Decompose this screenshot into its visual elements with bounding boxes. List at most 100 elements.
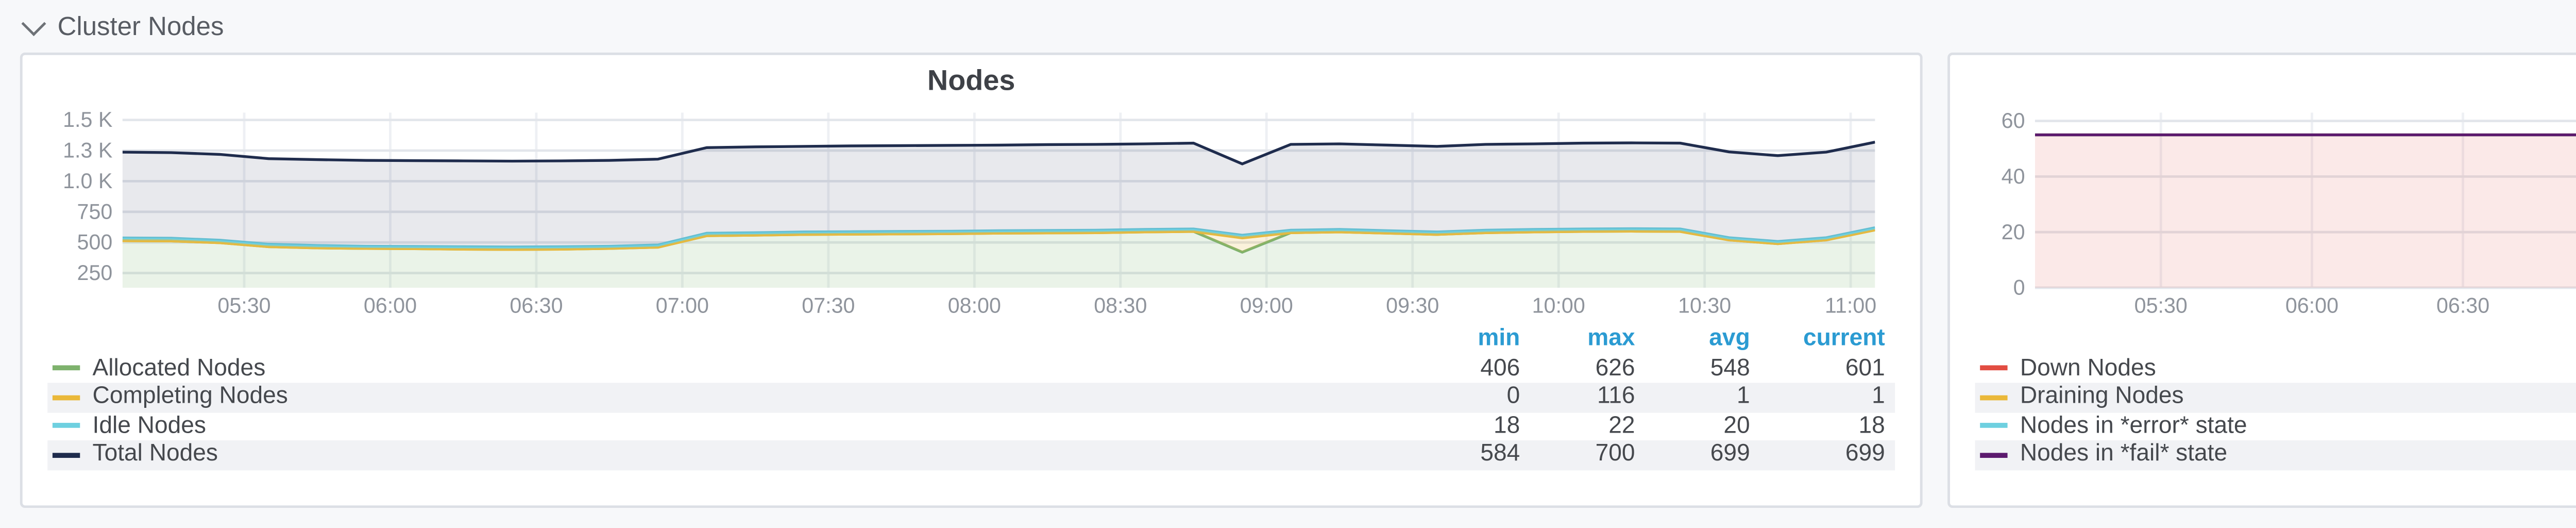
series-label: Idle Nodes xyxy=(92,412,206,440)
legend-series-name[interactable]: Allocated Nodes xyxy=(52,354,1410,383)
series-label: Allocated Nodes xyxy=(92,354,266,383)
x-axis-tick-label: 08:30 xyxy=(1094,294,1147,318)
panel-row: Nodes 05:30 06:00 06:30 07:00 07:30 08:00 08:3… xyxy=(20,52,2576,508)
legend-current-value: 601 xyxy=(1845,354,1885,383)
series-label: Total Nodes xyxy=(92,441,218,469)
nodes-chart[interactable]: 05:30 06:00 06:30 07:00 07:30 08:00 08:30 09:00… xyxy=(47,105,1895,320)
x-axis-tick-label: 05:30 xyxy=(2134,294,2188,318)
legend-series-name[interactable]: Draining Nodes xyxy=(1980,384,2576,411)
y-axis-tick-label: 0 xyxy=(2013,276,2025,300)
series-line xyxy=(122,228,1875,251)
legend-series-name[interactable]: Down Nodes xyxy=(1980,355,2576,382)
x-axis-tick-label: 10:00 xyxy=(1532,294,1585,318)
series-label: Down Nodes xyxy=(2020,354,2156,383)
legend-avg-value: 699 xyxy=(1710,441,1750,469)
y-axis-tick-label: 1.3 K xyxy=(63,139,113,162)
row-title: Cluster Nodes xyxy=(57,12,224,43)
y-axis-tick-label: 1.5 K xyxy=(63,108,113,131)
chart-canvas[interactable]: 05:3006:0006:3007:0007:3008:0008:3009:00… xyxy=(1975,105,2576,320)
x-axis-tick-label: 09:30 xyxy=(1386,294,1439,318)
chevron-down-icon xyxy=(21,11,46,37)
series-color-swatch xyxy=(52,394,80,400)
y-axis-tick-label: 40 xyxy=(2002,164,2025,188)
nodes-legend: min max avg current Allocated Nodes 406 626 548… xyxy=(47,325,1895,469)
series-line xyxy=(122,141,1875,166)
x-axis-tick-label: 09:00 xyxy=(1240,294,1293,318)
legend-row: Completing Nodes 0 116 1 1 xyxy=(47,383,1895,412)
series-line xyxy=(122,226,1875,249)
series-area xyxy=(122,142,1875,247)
x-axis-tick-label: 06:00 xyxy=(2285,294,2338,318)
legend-max-value: 626 xyxy=(1595,354,1635,383)
x-axis-tick-label: 08:00 xyxy=(948,294,1001,318)
legend-series-name[interactable]: Completing Nodes xyxy=(52,383,1410,411)
series-label: Completing Nodes xyxy=(92,383,288,411)
panel-nodes: Nodes 05:30 06:00 06:30 07:00 07:30 08:00 08:3… xyxy=(20,52,1923,508)
series-color-swatch xyxy=(1980,452,2008,457)
legend-column-min[interactable]: min xyxy=(1478,326,1520,354)
series-label: Nodes in *error* state xyxy=(2020,412,2247,440)
legend-row: Nodes in *fail* state0000 xyxy=(1975,440,2576,469)
fail-down-drain-err-chart[interactable]: 05:3006:0006:3007:0007:3008:0008:3009:00… xyxy=(1975,105,2576,320)
series-color-swatch xyxy=(1980,394,2008,400)
x-axis-tick-label: 06:30 xyxy=(2436,294,2489,318)
series-label: Nodes in *fail* state xyxy=(2020,441,2228,469)
legend-row: Idle Nodes 18 22 20 18 xyxy=(47,411,1895,440)
legend-min-value: 0 xyxy=(1506,383,1520,411)
y-axis-tick-label: 250 xyxy=(77,261,113,285)
x-axis-tick-label: 10:30 xyxy=(1678,294,1731,318)
legend-row: Draining Nodes0000 xyxy=(1975,383,2576,412)
y-axis-tick-label: 750 xyxy=(77,200,113,223)
legend-row: Total Nodes 584 700 699 699 xyxy=(47,440,1895,469)
x-axis-tick-label: 07:00 xyxy=(656,294,709,318)
x-axis-tick-label: 06:00 xyxy=(364,294,417,318)
series-color-swatch xyxy=(1980,366,2008,371)
series-color-swatch xyxy=(52,366,80,371)
legend-current-value: 1 xyxy=(1872,383,1885,411)
legend-current-value: 18 xyxy=(1858,412,1885,440)
legend-avg-value: 20 xyxy=(1723,412,1750,440)
legend-avg-value: 548 xyxy=(1710,354,1750,383)
legend-max-value: 700 xyxy=(1595,441,1635,469)
x-axis-tick-label: 05:30 xyxy=(217,294,270,318)
legend-max-value: 22 xyxy=(1608,412,1635,440)
y-axis-tick-label: 60 xyxy=(2002,109,2025,133)
y-axis-tick-label: 500 xyxy=(77,230,113,254)
legend-avg-value: 1 xyxy=(1737,383,1750,411)
x-axis-tick-label: 11:00 xyxy=(1825,294,1876,318)
legend-series-name[interactable]: Idle Nodes xyxy=(52,412,1410,440)
fail-down-drain-err-legend: minmaxavgcurrentDown Nodes55555555Draini… xyxy=(1975,325,2576,469)
panel-title-fail-down-drain-err[interactable]: Fail/Down/Drain/Err Nodes xyxy=(1975,62,2576,105)
series-color-swatch xyxy=(1980,423,2008,428)
series-area xyxy=(2035,135,2576,288)
legend-min-value: 584 xyxy=(1480,441,1520,469)
panel-title-nodes[interactable]: Nodes xyxy=(927,68,1015,98)
legend-column-avg[interactable]: avg xyxy=(1709,326,1750,354)
x-axis-tick-label: 06:30 xyxy=(510,294,563,318)
x-axis-tick-label: 07:30 xyxy=(802,294,855,318)
row-header-cluster-nodes[interactable]: Cluster Nodes xyxy=(21,10,224,45)
legend-column-max[interactable]: max xyxy=(1587,326,1635,354)
panel-fail-down-drain-err: Fail/Down/Drain/Err Nodes 05:30 06:00 06:3… xyxy=(1947,52,2576,508)
legend-header-row: min max avg current xyxy=(47,325,1895,354)
series-color-swatch xyxy=(52,423,80,428)
legend-column-current[interactable]: current xyxy=(1803,326,1885,354)
y-axis-tick-label: 20 xyxy=(2002,220,2025,244)
legend-row: Down Nodes55555555 xyxy=(1975,354,2576,383)
series-area xyxy=(122,229,1875,288)
y-axis-tick-label: 1.0 K xyxy=(63,169,113,193)
chart-canvas[interactable]: 05:30 06:00 06:30 07:00 07:30 08:00 08:30 09:00… xyxy=(47,105,1895,320)
legend-min-value: 406 xyxy=(1480,354,1520,383)
legend-row: Allocated Nodes 406 626 548 601 xyxy=(47,354,1895,383)
legend-row: Nodes in *error* state0000 xyxy=(1975,411,2576,440)
legend-series-name[interactable]: Nodes in *fail* state xyxy=(1980,441,2576,469)
legend-min-value: 18 xyxy=(1493,412,1520,440)
legend-max-value: 116 xyxy=(1597,383,1635,411)
series-label: Draining Nodes xyxy=(2020,383,2184,411)
legend-series-name[interactable]: Nodes in *error* state xyxy=(1980,412,2576,440)
legend-series-name[interactable]: Total Nodes xyxy=(52,441,1410,469)
series-color-swatch xyxy=(52,452,80,457)
legend-current-value: 699 xyxy=(1845,441,1885,469)
